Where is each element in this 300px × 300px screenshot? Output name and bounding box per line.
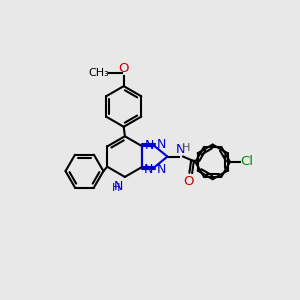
Text: CH₃: CH₃ xyxy=(88,68,109,78)
Text: N: N xyxy=(157,138,166,151)
Text: N: N xyxy=(157,163,166,176)
Text: N: N xyxy=(114,180,123,193)
Text: N: N xyxy=(144,163,153,176)
Text: O: O xyxy=(118,61,129,75)
Text: H: H xyxy=(182,143,190,153)
Text: Cl: Cl xyxy=(240,155,253,168)
Text: H: H xyxy=(112,183,120,193)
Text: N: N xyxy=(145,139,154,152)
Text: O: O xyxy=(183,175,194,188)
Text: N: N xyxy=(176,143,185,156)
